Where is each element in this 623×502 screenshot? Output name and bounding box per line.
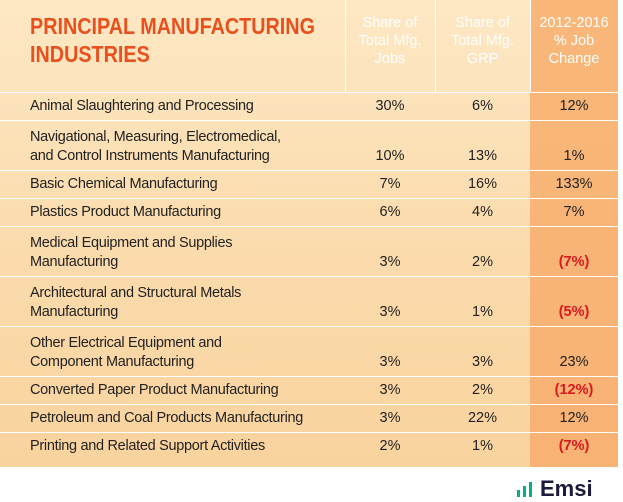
separator bbox=[435, 0, 436, 92]
header-line: Share of bbox=[362, 15, 418, 31]
name-line: Animal Slaughtering and Processing bbox=[30, 98, 254, 114]
title-line: PRINCIPAL MANUFACTURING bbox=[30, 13, 315, 39]
table-cell: 3% bbox=[379, 410, 401, 426]
industry-name: Animal Slaughtering and Processing bbox=[30, 97, 254, 116]
table-cell: 12% bbox=[559, 98, 589, 114]
title-line: INDUSTRIES bbox=[30, 41, 150, 67]
table-cell: 3% bbox=[379, 254, 401, 270]
header-line: 2012-2016 bbox=[539, 15, 609, 31]
table-row: Medical Equipment and Supplies Manufactur… bbox=[0, 226, 618, 276]
industry-name: Architectural and Structural Metals Manuf… bbox=[30, 284, 241, 322]
table-cell: 3% bbox=[379, 354, 401, 370]
table-cell: 7% bbox=[563, 204, 585, 220]
table-cell: 2% bbox=[472, 382, 493, 398]
table-row: Architectural and Structural Metals Manuf… bbox=[0, 276, 618, 326]
logo-icon bbox=[517, 482, 532, 497]
table-cell: 6% bbox=[379, 204, 401, 220]
table-cell: 16% bbox=[467, 176, 498, 192]
industry-name: Converted Paper Product Manufacturing bbox=[30, 381, 279, 400]
industry-name: Medical Equipment and Supplies Manufactur… bbox=[30, 234, 232, 272]
name-line: Converted Paper Product Manufacturing bbox=[30, 382, 279, 398]
header-line: Total Mfg. bbox=[358, 33, 422, 49]
table-row: Printing and Related Support Activities 2… bbox=[0, 432, 618, 460]
header-line: Jobs bbox=[374, 51, 406, 67]
table-cell: 30% bbox=[375, 98, 405, 114]
table-cell: 10% bbox=[375, 148, 405, 164]
table-cell: 2% bbox=[379, 438, 401, 454]
separator bbox=[530, 0, 531, 92]
table-cell: 1% bbox=[563, 148, 585, 164]
industry-name: Plastics Product Manufacturing bbox=[30, 203, 221, 222]
name-line: Printing and Related Support Activities bbox=[30, 438, 265, 454]
title: PRINCIPAL MANUFACTURING INDUSTRIES bbox=[30, 12, 315, 68]
table-row: Basic Chemical Manufacturing 7% 16% 133% bbox=[0, 170, 618, 198]
name-line: Other Electrical Equipment and bbox=[30, 335, 222, 351]
table-cell: 6% bbox=[472, 98, 493, 114]
table-cell: 133% bbox=[555, 176, 593, 192]
table-cell: 22% bbox=[467, 410, 498, 426]
name-line: and Control Instruments Manufacturing bbox=[30, 148, 270, 164]
table-row: Other Electrical Equipment and Component … bbox=[0, 326, 618, 376]
name-line: Component Manufacturing bbox=[30, 354, 194, 370]
table-cell: 3% bbox=[379, 382, 401, 398]
table-cell: 13% bbox=[467, 148, 498, 164]
header-line: Share of bbox=[455, 15, 510, 31]
table-cell: (12%) bbox=[554, 382, 594, 398]
table-cell: 23% bbox=[559, 354, 589, 370]
industry-name: Printing and Related Support Activities bbox=[30, 437, 265, 456]
logo: Emsi bbox=[540, 476, 593, 501]
table-cell: 12% bbox=[559, 410, 589, 426]
column-header: Share of Total Mfg. GRP bbox=[435, 14, 530, 68]
header-line: % Job bbox=[553, 33, 595, 49]
column-header: Share of Total Mfg. Jobs bbox=[345, 14, 435, 68]
name-line: Navigational, Measuring, Electromedical, bbox=[30, 129, 281, 145]
table-cell: (5%) bbox=[558, 304, 590, 320]
table-cell: 2% bbox=[472, 254, 493, 270]
table-cell: 1% bbox=[472, 438, 493, 454]
separator bbox=[345, 0, 346, 92]
name-line: Petroleum and Coal Products Manufacturin… bbox=[30, 410, 304, 426]
table-cell: 3% bbox=[379, 304, 401, 320]
table-row: Petroleum and Coal Products Manufacturin… bbox=[0, 404, 618, 432]
table-cell: 3% bbox=[472, 354, 493, 370]
industry-name: Other Electrical Equipment and Component … bbox=[30, 334, 222, 372]
name-line: Medical Equipment and Supplies bbox=[30, 235, 233, 251]
table-row: Plastics Product Manufacturing 6% 4% 7% bbox=[0, 198, 618, 226]
header-line: Total Mfg. bbox=[451, 33, 514, 49]
table-row: Converted Paper Product Manufacturing 3% 2… bbox=[0, 376, 618, 404]
table-cell: (7%) bbox=[558, 254, 590, 270]
header-line: Change bbox=[548, 51, 600, 67]
name-line: Manufacturing bbox=[30, 304, 118, 320]
table-row: Animal Slaughtering and Processing 30% 6% 1… bbox=[0, 92, 618, 120]
table-cell: 1% bbox=[472, 304, 493, 320]
name-line: Plastics Product Manufacturing bbox=[30, 204, 221, 220]
table-cell: 4% bbox=[472, 204, 493, 220]
highlight-column bbox=[530, 0, 618, 467]
table-cell: 7% bbox=[379, 176, 401, 192]
table-cell: (7%) bbox=[558, 438, 590, 454]
industry-name: Navigational, Measuring, Electromedical,… bbox=[30, 128, 281, 166]
industry-name: Basic Chemical Manufacturing bbox=[30, 175, 218, 194]
name-line: Manufacturing bbox=[30, 254, 118, 270]
table: PRINCIPAL MANUFACTURING INDUSTRIES Share … bbox=[0, 0, 618, 467]
header-line: GRP bbox=[466, 51, 499, 67]
name-line: Architectural and Structural Metals bbox=[30, 285, 242, 301]
industry-name: Petroleum and Coal Products Manufacturin… bbox=[30, 409, 303, 428]
name-line: Basic Chemical Manufacturing bbox=[30, 176, 218, 192]
table-row: Navigational, Measuring, Electromedical,… bbox=[0, 120, 618, 170]
column-header: 2012-2016 % Job Change bbox=[530, 14, 618, 68]
